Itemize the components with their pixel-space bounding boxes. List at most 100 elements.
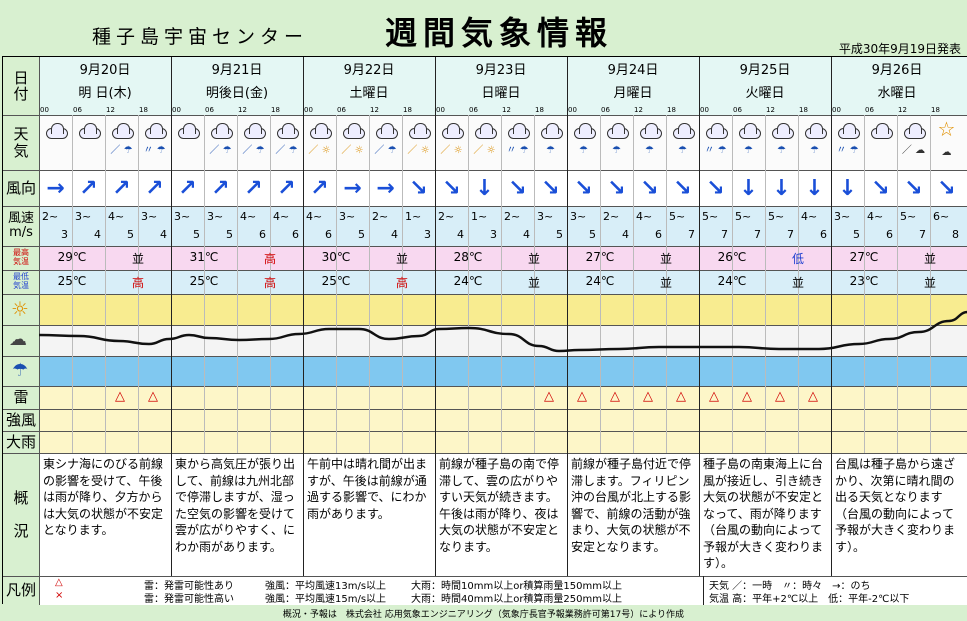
hour-label: 06 — [733, 106, 742, 114]
wind-speed-min: 3~ — [174, 210, 191, 223]
wind-speed-min: 4~ — [636, 210, 653, 223]
temp-low-level: 高 — [263, 276, 276, 290]
thunder-possible-icon: △ — [808, 389, 818, 404]
legend-rain-possible: 大雨：時間10mm以上or積算雨量150mm以上 — [411, 581, 623, 592]
footer-credit: 概況・予報は 株式会社 応用気象エンジニアリング（気象庁長官予報業務許可第17号… — [282, 610, 685, 620]
cloud-icon — [440, 123, 464, 139]
cloud-icon — [572, 123, 596, 139]
hour-label: 12 — [502, 106, 511, 114]
row-divider — [3, 206, 967, 207]
hour-label: 00 — [40, 106, 49, 114]
weather-sub-icon: ☂ — [546, 145, 555, 156]
slot-divider — [732, 115, 733, 453]
hour-label: 12 — [898, 106, 907, 114]
temp-low-level: 高 — [131, 276, 144, 290]
slot-divider — [501, 115, 502, 453]
weather-sub-icon: ／ ☼ — [308, 145, 331, 156]
wind-speed-min: 5~ — [669, 210, 686, 223]
hour-label: 12 — [238, 106, 247, 114]
temp-high-value: 28℃ — [453, 250, 483, 264]
temp-high-row-bg — [39, 246, 967, 270]
hour-label: 06 — [865, 106, 874, 114]
wind-speed-min: 3~ — [141, 210, 158, 223]
legend-rain-high: 大雨：時間40mm以上or積算雨量250mm以上 — [411, 594, 623, 605]
cloud-icon — [902, 123, 926, 139]
wind-direction-arrow: ↓ — [739, 175, 758, 201]
row-divider — [3, 115, 967, 116]
day-date: 9月21日 — [211, 63, 263, 78]
weather-cell: ☂ — [567, 115, 600, 165]
weather-sub-icon: ／ ☂ — [374, 145, 397, 156]
thunder-possible-icon: △ — [148, 389, 158, 404]
thunder-possible-icon: △ — [544, 389, 554, 404]
weather-sub-icon: ／ ☼ — [440, 145, 463, 156]
legend-sym-high: × — [55, 590, 64, 601]
wind-speed-min: 4~ — [108, 210, 125, 223]
thunder-possible-icon: △ — [610, 389, 620, 404]
wind-direction-arrow: ↘ — [541, 175, 560, 201]
wind-speed-max: 8 — [952, 228, 959, 241]
cloud-icon — [704, 123, 728, 139]
row-divider — [3, 170, 967, 171]
weather-sub-icon: ／ ☂ — [209, 145, 232, 156]
wind-speed-min: 5~ — [735, 210, 752, 223]
weather-cell: 〃 ☂ — [501, 115, 534, 165]
weather-sub-icon: ／ ☂ — [242, 145, 265, 156]
hour-label: 00 — [832, 106, 841, 114]
wind-direction-arrow: ↘ — [574, 175, 593, 201]
wind-direction-arrow: ↗ — [112, 175, 131, 201]
wind-direction-arrow: ↘ — [904, 175, 923, 201]
row-label-temp-low: 最低 気温 — [13, 272, 29, 290]
cloud-icon — [869, 123, 893, 139]
weather-cell: ☂ — [666, 115, 699, 165]
thunder-possible-icon: △ — [577, 389, 587, 404]
hour-label: 12 — [370, 106, 379, 114]
legend-row-bg — [39, 576, 967, 605]
slot-divider — [897, 115, 898, 453]
day-summary: 台風は種子島から遠ざかり、次第に晴れ間の出る天気となります（台風の動向によって予… — [835, 457, 956, 554]
thunder-possible-icon: △ — [643, 389, 653, 404]
row-label-heavy-rain: 大雨 — [5, 432, 36, 451]
row-divider — [3, 386, 967, 387]
weather-cell: 〃 ☂ — [831, 115, 864, 165]
temp-high-level: 高 — [263, 252, 276, 266]
temp-low-value: 25℃ — [321, 274, 351, 288]
day-name: 月曜日 — [613, 86, 653, 101]
wind-speed-max: 4 — [94, 228, 101, 241]
cloud-icon — [737, 123, 761, 139]
weather-sub-icon: ／ ☼ — [341, 145, 364, 156]
wind-direction-arrow: ↘ — [673, 175, 692, 201]
day-summary: 前線が種子島の南で停滞して、雲の広がりやすい天気が続きます。午後は雨が降り、夜は… — [439, 457, 560, 554]
wind-direction-arrow: ↓ — [772, 175, 791, 201]
weather-cell: ／ ☁ — [897, 115, 930, 165]
legend-sym-possible: △ — [55, 577, 63, 588]
wind-speed-max: 6 — [820, 228, 827, 241]
row-divider — [3, 325, 967, 326]
day-date: 9月26日 — [871, 63, 923, 78]
weather-cell: ／ ☂ — [270, 115, 303, 165]
hour-label: 06 — [73, 106, 82, 114]
weather-sub-icon: 〃 ☂ — [506, 145, 529, 156]
weather-cell: ☂ — [732, 115, 765, 165]
wind-speed-min: 5~ — [702, 210, 719, 223]
temp-low-value: 24℃ — [717, 274, 747, 288]
temp-low-value: 24℃ — [585, 274, 615, 288]
weather-sub-icon: ☁ — [941, 147, 952, 158]
date-row-bg — [39, 57, 967, 115]
temp-high-level: 並 — [131, 252, 144, 266]
hour-label: 00 — [700, 106, 709, 114]
wind-speed-min: 2~ — [42, 210, 59, 223]
wind-dir-row-bg — [39, 170, 967, 206]
weather-cell: ☂ — [765, 115, 798, 165]
temp-high-value: 26℃ — [717, 250, 747, 264]
wind-speed-min: 1~ — [471, 210, 488, 223]
wind-speed-max: 7 — [754, 228, 761, 241]
hour-label: 12 — [634, 106, 643, 114]
sun-band-icon: ☼ — [11, 297, 29, 321]
weather-cell — [171, 115, 204, 165]
slot-divider — [468, 115, 469, 453]
wind-direction-arrow: ↓ — [475, 175, 494, 201]
cloud-icon — [110, 123, 134, 139]
cloud-band — [39, 325, 967, 356]
wind-speed-min: 3~ — [834, 210, 851, 223]
